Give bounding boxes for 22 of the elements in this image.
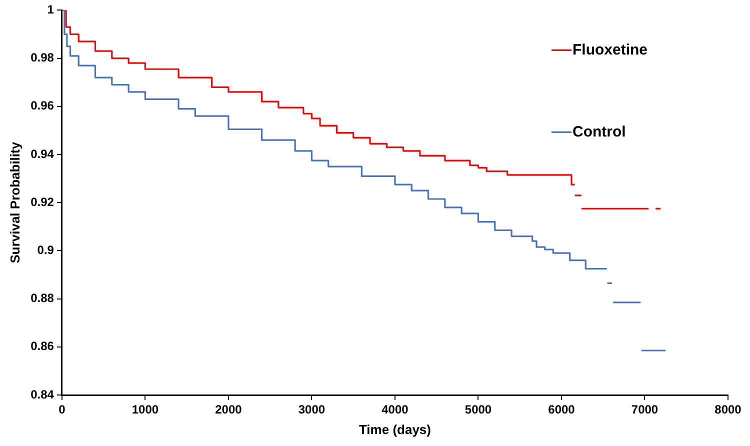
y-tick-label: 0.88	[30, 291, 54, 306]
x-tick-label: 1000	[132, 402, 159, 417]
y-tick-label: 0.86	[30, 339, 54, 354]
legend-label: Fluoxetine	[572, 41, 648, 58]
x-tick-label: 2000	[215, 402, 242, 417]
y-tick-label: 0.94	[30, 146, 54, 161]
x-tick-label: 4000	[382, 402, 409, 417]
y-tick-label: 0.84	[30, 387, 54, 402]
y-tick-label: 0.96	[30, 98, 54, 113]
y-tick-label: 0.9	[37, 243, 54, 258]
y-tick-label: 1	[47, 2, 54, 17]
legend-label: Control	[572, 123, 626, 140]
x-tick-label: 7000	[631, 402, 658, 417]
y-tick-label: 0.92	[30, 194, 54, 209]
y-tick-label: 0.98	[30, 50, 54, 65]
y-axis-title: Survival Probability	[7, 141, 22, 264]
x-tick-label: 0	[58, 402, 66, 417]
x-tick-label: 3000	[298, 402, 326, 417]
x-tick-label: 6000	[548, 402, 576, 417]
x-tick-label: 5000	[464, 402, 492, 417]
x-axis-title: Time (days)	[358, 422, 431, 437]
x-tick-label: 8000	[714, 402, 742, 417]
